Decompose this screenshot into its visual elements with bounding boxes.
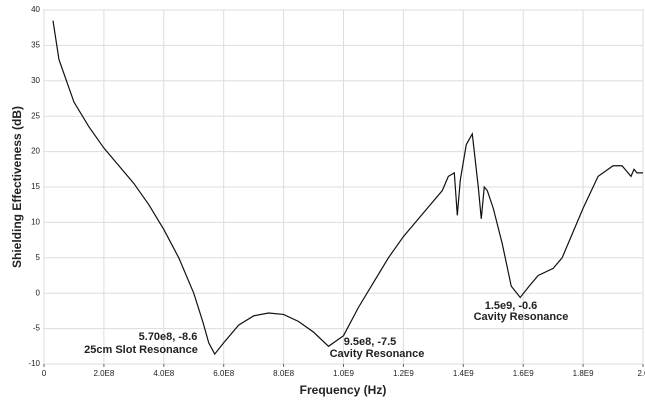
x-tick-label: 1.6E9 [513,369,534,378]
x-tick-label: 8.0E8 [273,369,294,378]
y-tick-label: 10 [31,218,40,227]
x-tick-label: 4.0E8 [153,369,174,378]
y-tick-label: 25 [31,111,40,120]
annotation: Cavity Resonance [474,311,569,323]
x-tick-label: 0 [42,369,47,378]
y-tick-label: -10 [28,359,40,368]
y-tick-label: 5 [36,253,41,262]
annotation: 1.5e9, -0.6 [485,300,538,312]
y-tick-label: -5 [33,324,41,333]
y-axis-label: Shielding Effectiveness (dB) [10,106,24,268]
annotation: 5.70e8, -8.6 [139,331,198,343]
annotation: 25cm Slot Resonance [84,344,198,356]
y-tick-label: 0 [36,288,41,297]
x-axis-label: Frequency (Hz) [300,383,387,397]
y-tick-label: 15 [31,182,40,191]
x-tick-label: 1.0E9 [333,369,354,378]
y-tick-label: 20 [31,147,40,156]
y-tick-label: 40 [31,5,40,14]
x-tick-label: 6.0E8 [213,369,234,378]
x-tick-label: 1.2E9 [393,369,414,378]
y-tick-label: 35 [31,41,40,50]
annotation: Cavity Resonance [330,348,425,360]
x-tick-label: 1.8E9 [573,369,594,378]
line-series [52,20,643,356]
y-tick-label: 30 [31,76,40,85]
x-tick-label: 2.0 [637,369,645,378]
annotation: 9.5e8, -7.5 [344,336,397,348]
x-tick-label: 1.4E9 [453,369,474,378]
x-tick-label: 2.0E8 [93,369,114,378]
